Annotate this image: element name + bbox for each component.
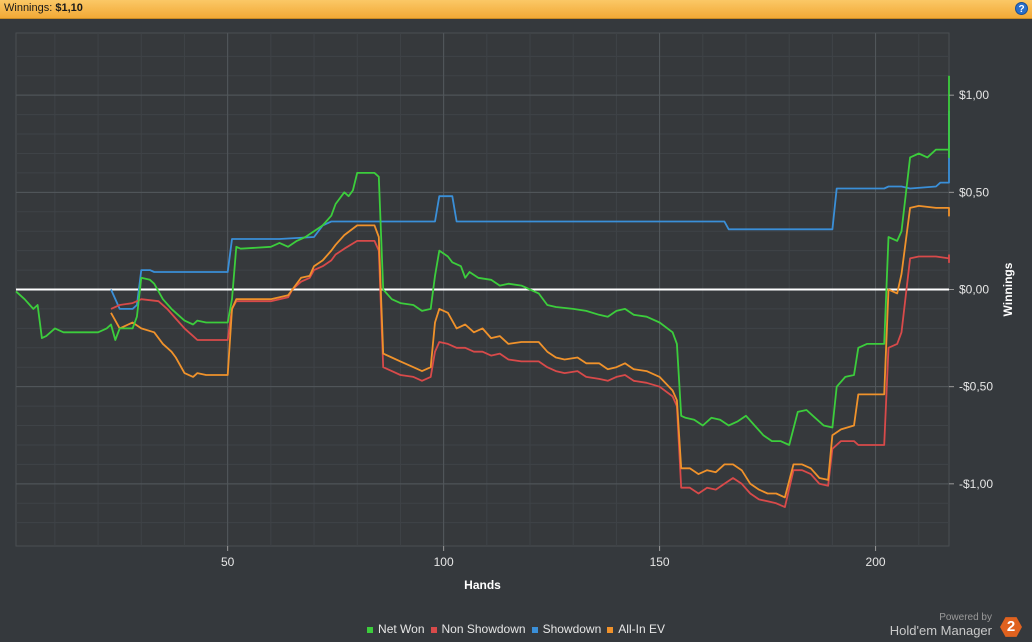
winnings-summary: Winnings: $1,10: [4, 2, 83, 14]
legend-swatch: [607, 626, 614, 633]
chart-axes: $1,00 $0,50 $0,00 -$0,50 -$1,00 50 100 150 200 Ha…: [221, 88, 1015, 592]
legend-item-showdown[interactable]: Showdown: [531, 622, 602, 636]
x-tick-label: 200: [866, 555, 886, 569]
legend-swatch: [430, 626, 437, 633]
chart-grid: [15, 32, 950, 547]
winnings-label: Winnings:: [4, 2, 53, 14]
legend-label: Showdown: [542, 622, 602, 636]
y-tick-label: $0,50: [959, 185, 989, 199]
y-axis-title: Winnings: [1001, 262, 1015, 316]
y-tick-label: $1,00: [959, 88, 989, 102]
legend-swatch: [531, 626, 538, 633]
hem2-logo-icon: 2: [1000, 617, 1022, 637]
branding: Powered by Hold'em Manager: [890, 612, 992, 638]
summary-bar: Winnings: $1,10 ?: [0, 0, 1032, 19]
legend-label: Non Showdown: [441, 622, 526, 636]
chart-legend: Net Won Non Showdown Showdown All-In EV: [0, 622, 1032, 636]
y-tick-label: -$1,00: [959, 477, 993, 491]
legend-item-net-won[interactable]: Net Won: [367, 622, 425, 636]
x-axis-title: Hands: [464, 578, 501, 592]
y-tick-label: -$0,50: [959, 380, 993, 394]
legend-label: All-In EV: [618, 622, 665, 636]
x-tick-label: 50: [221, 555, 235, 569]
winnings-value: $1,10: [55, 2, 83, 14]
legend-label: Net Won: [378, 622, 425, 636]
series-line-showdown: [110, 110, 950, 310]
x-tick-label: 150: [650, 555, 670, 569]
series-line-net-won: [15, 75, 950, 446]
series-line-all-in-ev: [110, 204, 950, 499]
x-tick-label: 100: [434, 555, 454, 569]
winnings-chart: $1,00 $0,50 $0,00 -$0,50 -$1,00 50 100 150 200 Ha…: [15, 32, 1015, 592]
y-tick-label: $0,00: [959, 283, 989, 297]
legend-item-all-in-ev[interactable]: All-In EV: [607, 622, 665, 636]
legend-swatch: [367, 626, 374, 633]
powered-by-text: Powered by: [939, 612, 992, 623]
legend-item-non-showdown[interactable]: Non Showdown: [430, 622, 526, 636]
brand-name: Hold'em Manager: [889, 623, 992, 638]
chart-series: [15, 75, 950, 509]
question-icon[interactable]: ?: [1015, 2, 1028, 15]
